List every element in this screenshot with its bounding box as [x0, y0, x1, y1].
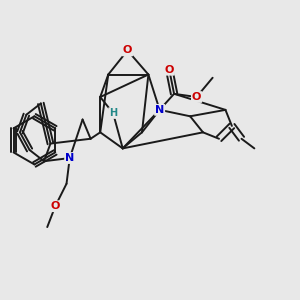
Text: N: N	[155, 105, 164, 115]
Text: N: N	[65, 153, 74, 163]
Text: H: H	[109, 108, 117, 118]
Text: O: O	[165, 65, 174, 75]
Text: O: O	[192, 92, 201, 102]
Text: O: O	[123, 46, 132, 56]
Text: O: O	[51, 201, 60, 211]
